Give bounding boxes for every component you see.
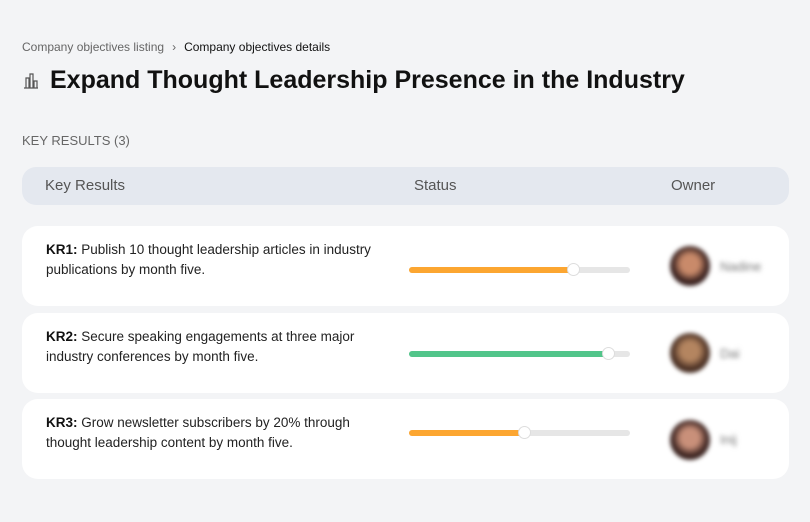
key-result-code: KR2: [46,329,78,344]
owner-name: Nadine [720,259,762,274]
avatar [670,420,710,460]
key-result-description: Publish 10 thought leadership articles i… [46,242,371,277]
progress-bar [409,263,630,276]
key-result-description: Grow newsletter subscribers by 20% throu… [46,415,350,450]
section-label: KEY RESULTS (3) [22,133,130,148]
column-header-status: Status [414,177,457,194]
progress-bar [409,426,630,439]
page-title: Expand Thought Leadership Presence in th… [50,66,685,94]
key-result-text: KR3: Grow newsletter subscribers by 20% … [46,413,376,453]
page-header: Expand Thought Leadership Presence in th… [22,66,685,95]
breadcrumb: Company objectives listing › Company obj… [22,40,330,54]
column-header-owner: Owner [671,177,716,194]
breadcrumb-current: Company objectives details [184,40,331,54]
key-result-description: Secure speaking engagements at three maj… [46,329,355,364]
progress-fill [409,351,608,357]
key-result-code: KR1: [46,242,78,257]
progress-fill [409,267,573,273]
progress-thumb[interactable] [517,426,531,439]
key-result-text: KR1: Publish 10 thought leadership artic… [46,240,376,280]
column-header-key-results: Key Results [45,177,126,194]
table-header: Key Results Status Owner [22,167,789,205]
chevron-right-icon: › [172,40,177,54]
progress-thumb[interactable] [566,263,580,276]
key-result-row[interactable]: KR1: Publish 10 thought leadership artic… [22,226,789,306]
key-result-row[interactable]: KR3: Grow newsletter subscribers by 20% … [22,399,789,479]
building-chart-icon [24,72,38,89]
avatar [670,246,710,286]
key-result-row[interactable]: KR2: Secure speaking engagements at thre… [22,313,789,393]
key-result-text: KR2: Secure speaking engagements at thre… [46,327,376,367]
avatar [670,333,710,373]
key-result-code: KR3: [46,415,78,430]
owner-name: Inij [720,432,737,447]
progress-thumb[interactable] [601,347,615,360]
progress-bar [409,347,630,360]
breadcrumb-parent-link[interactable]: Company objectives listing [22,40,165,54]
progress-fill [409,430,524,436]
owner-name: Dai [720,346,740,361]
